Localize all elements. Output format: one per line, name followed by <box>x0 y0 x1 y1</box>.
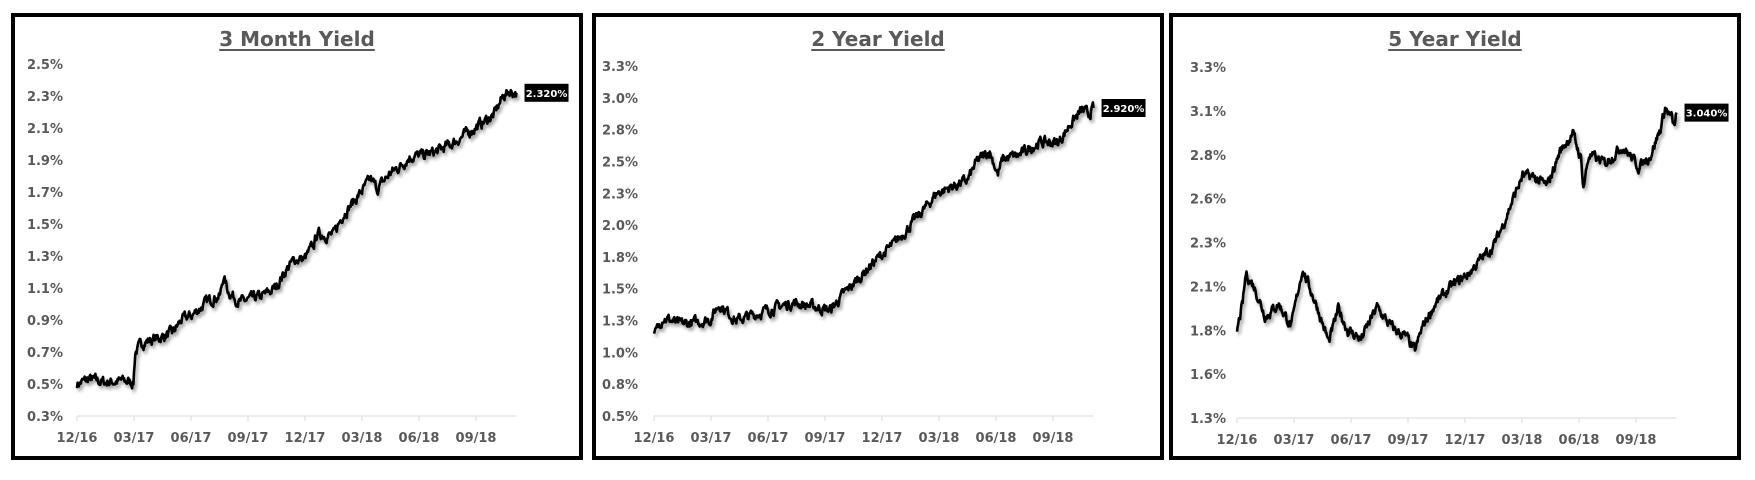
x-tick-label: 12/17 <box>862 431 903 446</box>
y-tick-label: 1.8% <box>602 251 638 266</box>
last-value-label: 2.920% <box>1103 104 1145 115</box>
y-tick-label: 0.5% <box>602 410 638 425</box>
yield-line <box>75 88 518 390</box>
x-tick-label: 06/17 <box>748 431 789 446</box>
x-tick-label: 06/18 <box>1559 433 1600 448</box>
x-tick-label: 09/17 <box>805 431 846 446</box>
y-tick-label: 1.5% <box>602 283 638 298</box>
chart-title: 2 Year Yield <box>811 27 945 51</box>
chart-svg: 1.3% 1.6% 1.8% 2.1% 2.3% 2.6% 2.8% 3.1% 3.3% 12/1… <box>1190 61 1729 448</box>
y-tick-label: 1.1% <box>27 282 63 297</box>
x-tick-label: 03/18 <box>342 431 383 446</box>
x-tick-label: 03/17 <box>691 431 732 446</box>
last-value-label: 2.320% <box>526 89 568 100</box>
yield-line <box>1235 106 1678 352</box>
y-tick-label: 0.8% <box>602 378 638 393</box>
y-tick-label: 2.1% <box>1190 280 1226 295</box>
y-tick-label: 0.5% <box>27 378 63 393</box>
x-tick-label: 09/18 <box>1033 431 1074 446</box>
last-value-badge <box>524 83 569 102</box>
chart-panel-2-year: 2 Year Yield 0.5% 0.8% 1.0% 1.3% 1.5% 1.8% 2.0… <box>592 13 1164 460</box>
y-tick-label: 2.5% <box>602 155 638 170</box>
x-tick-label: 06/17 <box>171 431 212 446</box>
y-tick-label: 2.8% <box>1190 149 1226 164</box>
y-tick-label: 3.0% <box>602 92 638 107</box>
last-value-badge <box>1101 99 1146 117</box>
yield-line <box>652 101 1095 334</box>
y-tick-label: 2.5% <box>27 58 63 73</box>
y-tick-label: 2.0% <box>602 219 638 234</box>
chart-svg: 0.3% 0.5% 0.7% 0.9% 1.1% 1.3% 1.5% 1.7% 1.9% 2.1%… <box>27 58 569 446</box>
x-tick-label: 12/16 <box>1217 433 1258 448</box>
chart-title: 3 Month Yield <box>219 27 375 51</box>
y-tick-label: 2.8% <box>602 124 638 139</box>
chart-panel-3-month: 3 Month Yield 0.3% 0.5% 0.7% 0.9% 1.1% 1.3% 1.… <box>11 13 583 460</box>
y-tick-label: 3.3% <box>602 60 638 75</box>
y-tick-label: 2.3% <box>27 90 63 105</box>
y-tick-label: 1.3% <box>27 250 63 265</box>
x-tick-label: 09/17 <box>1388 433 1429 448</box>
x-tick-label: 12/16 <box>57 431 98 446</box>
x-tick-label: 09/18 <box>456 431 497 446</box>
y-tick-label: 1.0% <box>602 346 638 361</box>
y-tick-label: 2.3% <box>1190 237 1226 252</box>
chart-panel-5-year: 5 Year Yield 1.3% 1.6% 1.8% 2.1% 2.3% 2.6% 2.8… <box>1169 13 1741 460</box>
x-tick-label: 06/18 <box>399 431 440 446</box>
x-tick-label: 12/16 <box>634 431 675 446</box>
x-tick-label: 03/18 <box>919 431 960 446</box>
y-tick-label: 3.1% <box>1190 105 1226 120</box>
y-tick-label: 1.3% <box>602 315 638 330</box>
y-tick-label: 2.3% <box>602 187 638 202</box>
x-tick-label: 09/17 <box>228 431 269 446</box>
chart-title: 5 Year Yield <box>1388 27 1522 51</box>
x-tick-label: 12/17 <box>285 431 326 446</box>
x-tick-label: 03/17 <box>1274 433 1315 448</box>
x-tick-label: 06/18 <box>976 431 1017 446</box>
y-tick-label: 0.3% <box>27 410 63 425</box>
y-tick-label: 1.8% <box>1190 324 1226 339</box>
y-tick-label: 2.6% <box>1190 193 1226 208</box>
y-tick-label: 1.3% <box>1190 412 1226 427</box>
last-value-label: 3.040% <box>1686 109 1728 120</box>
x-tick-label: 03/18 <box>1502 433 1543 448</box>
y-tick-label: 1.5% <box>27 218 63 233</box>
chart-svg: 0.5% 0.8% 1.0% 1.3% 1.5% 1.8% 2.0% 2.3% 2.5% 2.8%… <box>602 60 1146 446</box>
y-tick-label: 0.7% <box>27 346 63 361</box>
x-tick-label: 12/17 <box>1445 433 1486 448</box>
y-tick-label: 1.6% <box>1190 368 1226 383</box>
x-tick-label: 09/18 <box>1616 433 1657 448</box>
y-tick-label: 2.1% <box>27 122 63 137</box>
y-tick-label: 1.7% <box>27 186 63 201</box>
x-tick-label: 06/17 <box>1331 433 1372 448</box>
y-tick-label: 0.9% <box>27 314 63 329</box>
y-tick-label: 1.9% <box>27 154 63 169</box>
y-tick-label: 3.3% <box>1190 61 1226 76</box>
x-tick-label: 03/17 <box>114 431 155 446</box>
last-value-badge <box>1684 103 1729 122</box>
